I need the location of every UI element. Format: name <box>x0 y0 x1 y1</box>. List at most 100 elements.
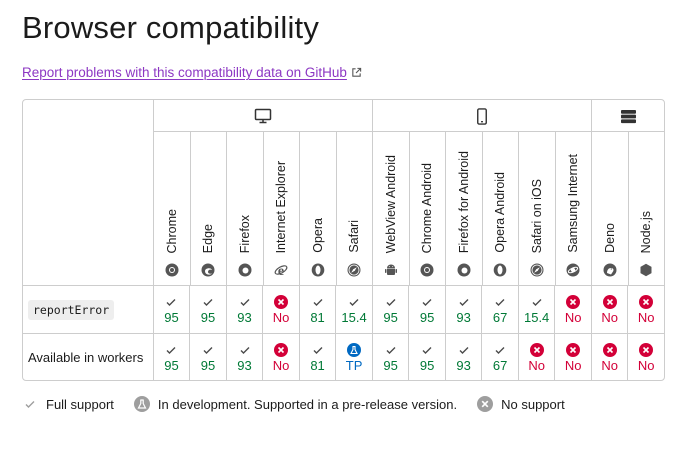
checkmark-icon <box>238 295 252 309</box>
support-cell[interactable]: 95 <box>408 286 445 333</box>
table-corner <box>23 100 153 285</box>
browser-column-header: Chrome Android <box>408 132 446 285</box>
browser-column-header: Samsung Internet <box>554 132 592 285</box>
checkmark-icon <box>22 396 38 412</box>
browser-column-header: Node.js <box>627 132 665 285</box>
browser-column-header: Firefox <box>226 132 263 285</box>
browser-name-label: Internet Explorer <box>274 160 289 253</box>
support-version-text: TP <box>345 357 363 373</box>
no-support-icon <box>566 342 581 357</box>
checkmark-icon <box>311 295 325 309</box>
checkmark-icon <box>201 295 215 309</box>
support-cell[interactable]: No <box>517 334 555 380</box>
support-version-text: 95 <box>164 309 179 325</box>
support-version-text: No <box>637 357 655 373</box>
support-cell[interactable]: TP <box>335 334 372 380</box>
support-cell[interactable]: 81 <box>298 334 336 380</box>
support-version-text: No <box>272 309 290 325</box>
browser-name-label: Node.js <box>639 210 654 253</box>
page-title: Browser compatibility <box>22 10 320 45</box>
support-cell[interactable]: No <box>590 286 628 333</box>
svg-text:e: e <box>278 264 284 277</box>
browser-name-label: Firefox for Android <box>456 150 471 253</box>
support-cell[interactable]: No <box>262 334 299 380</box>
support-cell[interactable]: 95 <box>152 286 190 333</box>
support-cell[interactable]: 15.4 <box>517 286 555 333</box>
no-support-icon <box>602 294 617 309</box>
support-version-text: No <box>528 357 545 373</box>
support-version-text: 67 <box>492 309 508 325</box>
platform-group-desktop <box>153 100 372 132</box>
safari-logo-icon <box>347 263 361 277</box>
browser-name-label: Edge <box>201 223 216 253</box>
support-cell[interactable]: 95 <box>189 334 226 380</box>
support-version-text: No <box>564 357 582 373</box>
support-cell[interactable]: 93 <box>225 286 263 333</box>
support-cell[interactable]: 67 <box>481 334 518 380</box>
platform-group-server <box>591 100 664 132</box>
support-version-text: 95 <box>200 357 216 373</box>
support-cell[interactable]: 67 <box>481 286 518 333</box>
support-cell[interactable]: No <box>590 334 628 380</box>
checkmark-icon <box>201 343 215 357</box>
browser-column-header: Safari on iOS <box>518 132 555 285</box>
support-cell[interactable]: No <box>627 286 664 333</box>
support-version-text: 95 <box>200 309 216 325</box>
browser-column-header: Opera <box>299 132 336 285</box>
support-cell[interactable]: 93 <box>225 334 263 380</box>
support-cell[interactable]: No <box>554 334 591 380</box>
browser-column-header: Safari <box>335 132 373 285</box>
no-support-icon <box>639 294 654 309</box>
support-version-text: No <box>601 357 618 373</box>
safari-logo-icon <box>530 263 544 277</box>
browser-name-label: Opera Android <box>493 172 508 253</box>
support-version-text: No <box>272 357 290 373</box>
internet-explorer-logo-icon: e <box>274 263 288 279</box>
checkmark-icon <box>420 343 434 357</box>
no-support-icon <box>529 342 544 357</box>
chrome-logo-icon <box>420 263 434 277</box>
checkmark-icon <box>238 343 252 357</box>
support-cell[interactable]: 15.4 <box>335 286 372 333</box>
checkmark-icon <box>311 343 325 357</box>
support-cell[interactable]: 95 <box>371 286 409 333</box>
support-cell[interactable]: 93 <box>444 334 482 380</box>
checkmark-icon <box>493 343 507 357</box>
support-cell[interactable]: 81 <box>298 286 336 333</box>
legend-item-preview: In development. Supported in a pre-relea… <box>133 396 458 412</box>
firefox-logo-icon <box>457 263 471 277</box>
preview-flask-icon <box>133 396 150 412</box>
firefox-logo-icon <box>238 263 252 277</box>
deno-logo-icon <box>603 263 617 277</box>
server-icon <box>620 109 637 124</box>
support-cell[interactable]: 95 <box>408 334 445 380</box>
support-version-text: No <box>564 309 582 325</box>
browser-column-header: Internet Explorer e <box>262 132 300 285</box>
browser-column-header: Opera Android <box>481 132 519 285</box>
no-support-icon <box>477 396 494 412</box>
support-cell[interactable]: 95 <box>371 334 409 380</box>
browser-name-label: Deno <box>602 223 617 253</box>
support-version-text: 81 <box>310 309 325 325</box>
checkmark-icon <box>493 295 507 309</box>
checkmark-icon <box>164 343 178 357</box>
browser-header-row: Chrome Edge Firefox Internet Explorer e Opera… <box>153 132 664 285</box>
browser-name-label: Safari <box>347 220 362 253</box>
checkmark-icon <box>347 295 361 309</box>
legend-item-no: No support <box>477 396 565 412</box>
browser-name-label: Samsung Internet <box>566 154 581 253</box>
browser-column-header: Deno <box>591 132 628 285</box>
checkmark-icon <box>384 343 398 357</box>
opera-logo-icon <box>493 263 507 277</box>
support-cell[interactable]: No <box>262 286 299 333</box>
support-cell[interactable]: 93 <box>444 286 482 333</box>
legend-label: In development. Supported in a pre-relea… <box>157 396 458 412</box>
browser-column-header: Edge <box>189 132 227 285</box>
support-cell[interactable]: No <box>554 286 591 333</box>
support-cell[interactable]: 95 <box>189 286 226 333</box>
support-version-text: 93 <box>237 357 252 373</box>
report-problems-link[interactable]: Report problems with this compatibility … <box>22 65 362 80</box>
support-cell[interactable]: No <box>627 334 664 380</box>
no-support-icon <box>639 342 654 357</box>
support-cell[interactable]: 95 <box>152 334 190 380</box>
